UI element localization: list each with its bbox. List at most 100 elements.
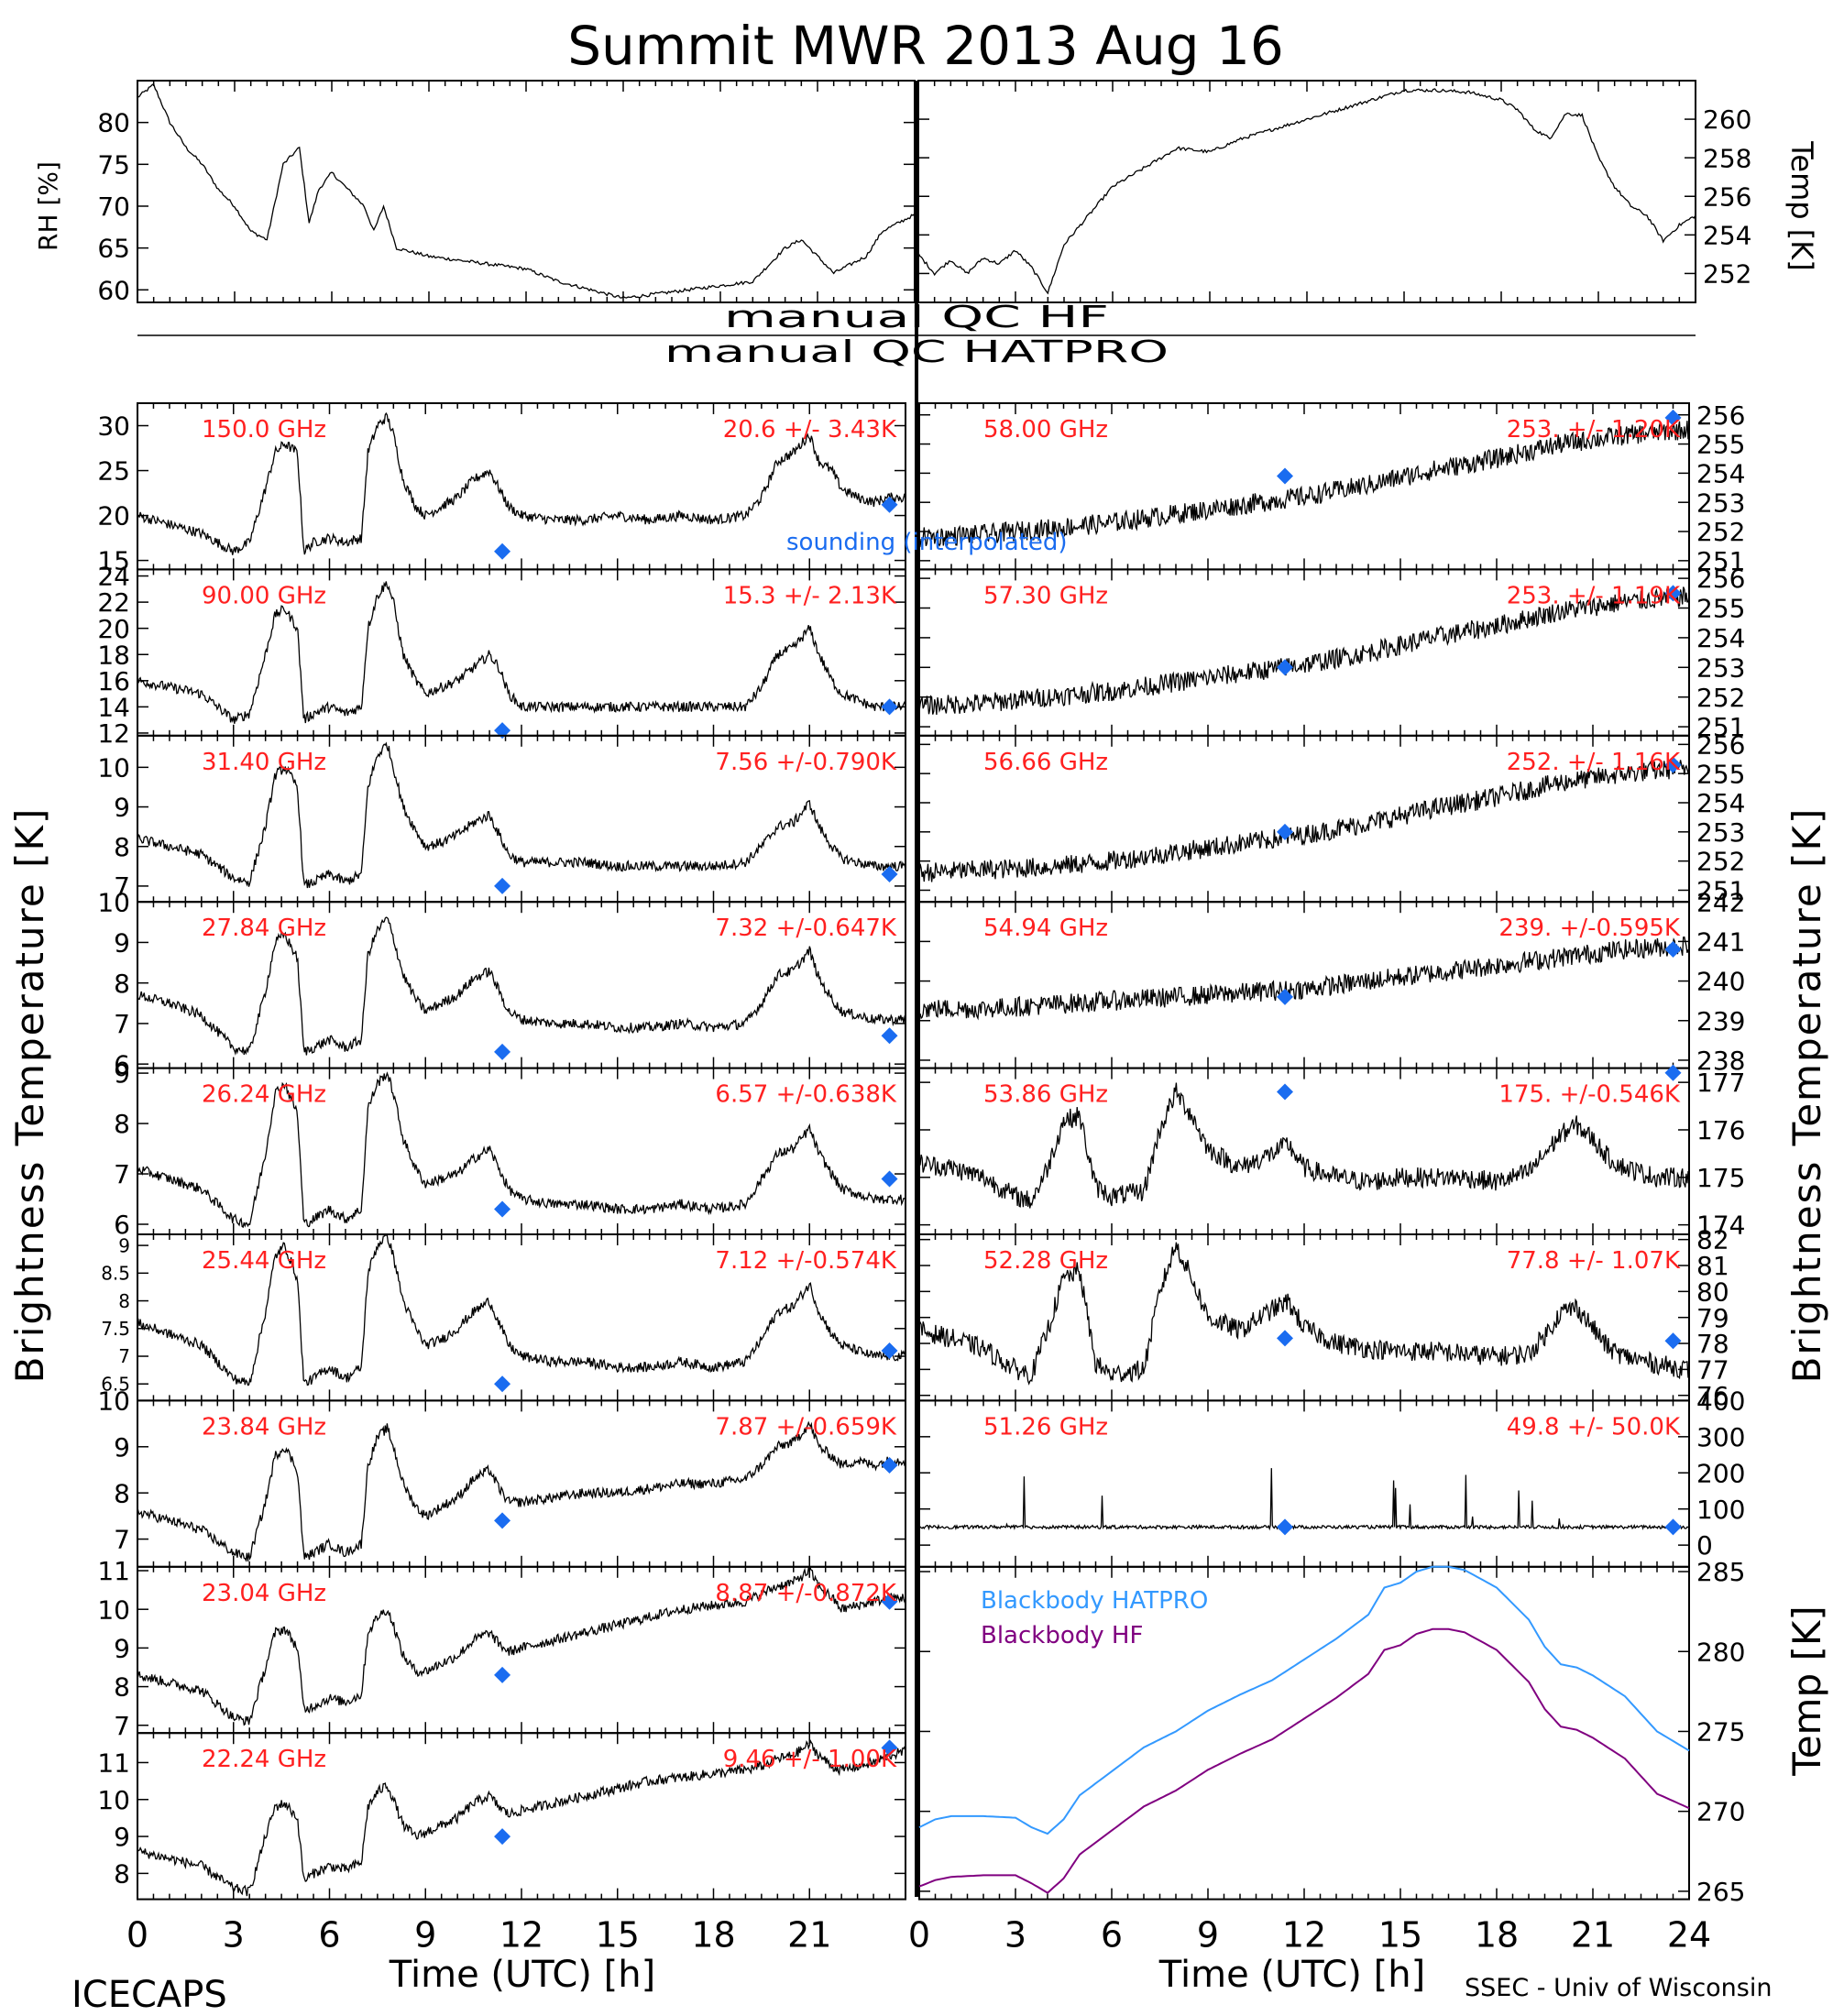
panel-51-26-ghz: 0 100 200 300 400 51.26 GHz 49.8 +/- 50.0K <box>918 1386 1745 1568</box>
y-tick-label: 10 <box>97 1785 130 1815</box>
y-tick-label: 15 <box>97 546 130 576</box>
channel-frequency-label: 51.26 GHz <box>983 1413 1108 1441</box>
y-tick-label: 260 <box>1703 104 1751 135</box>
channel-frequency-label: 54.94 GHz <box>983 915 1108 942</box>
y-tick-label: 6 <box>114 1049 130 1079</box>
y-tick-label: 251 <box>1696 546 1745 576</box>
y-tick-label: 100 <box>1696 1495 1745 1525</box>
series-line-0 <box>918 1565 1690 1835</box>
channel-stat-label: 7.56 +/-0.790K <box>715 749 897 776</box>
y-tick-label: 177 <box>1696 1068 1745 1098</box>
sounding-marker <box>494 542 511 560</box>
y-tick-label: 14 <box>97 692 130 722</box>
sounding-marker <box>1277 988 1293 1005</box>
y-tick-label: 6.5 <box>101 1373 130 1395</box>
y-tick-label: 24 <box>97 562 130 592</box>
sounding-marker <box>1277 1083 1293 1101</box>
channel-frequency-label: 58.00 GHz <box>983 416 1108 444</box>
y-tick-label: 8 <box>114 832 130 862</box>
channel-stat-label: 239. +/-0.595K <box>1498 915 1681 942</box>
y-tick-label: 30 <box>97 411 130 442</box>
rh-axis-label: RH [%] <box>33 161 63 251</box>
data-trace <box>137 1738 906 1897</box>
data-trace <box>918 936 1690 1021</box>
y-tick-label: 265 <box>1696 1877 1745 1907</box>
legend-blackbody-hatpro: Blackbody HATPRO <box>981 1587 1208 1615</box>
time-tick-label: 18 <box>1475 1915 1519 1956</box>
sounding-marker <box>494 1512 511 1529</box>
channel-stat-label: 15.3 +/- 2.13K <box>723 582 897 609</box>
channel-stat-label: 252. +/- 1.16K <box>1507 749 1681 776</box>
y-tick-label: 174 <box>1696 1211 1745 1241</box>
y-tick-label: 9 <box>114 1633 130 1663</box>
sounding-marker <box>881 865 898 882</box>
panel-rh: 60 65 70 75 80 <box>97 80 916 305</box>
channel-frequency-label: 56.66 GHz <box>983 749 1108 776</box>
y-tick-label: 241 <box>1696 926 1745 957</box>
data-trace <box>137 741 906 889</box>
panel-temp: 252 254 256 258 260 <box>917 80 1751 303</box>
y-tick-label: 78 <box>1696 1329 1729 1359</box>
channel-stat-label: 8.87 +/-0.872K <box>715 1580 897 1607</box>
sounding-marker <box>881 1170 898 1188</box>
y-tick-label: 254 <box>1696 788 1745 818</box>
y-tick-label: 200 <box>1696 1458 1745 1488</box>
y-tick-label: 65 <box>97 234 130 264</box>
y-tick-label: 10 <box>97 1594 130 1625</box>
series-line-1 <box>918 1627 1690 1894</box>
y-tick-label: 7 <box>118 1345 130 1367</box>
y-tick-label: 6 <box>114 1210 130 1240</box>
y-tick-label: 254 <box>1696 623 1745 653</box>
y-tick-label: 7 <box>114 1711 130 1741</box>
channel-frequency-label: 27.84 GHz <box>202 915 326 942</box>
y-tick-label: 240 <box>1696 967 1745 997</box>
data-trace <box>919 1468 1690 1531</box>
y-tick-label: 253 <box>1696 652 1745 683</box>
data-trace <box>918 760 1690 882</box>
sounding-marker <box>1277 823 1293 840</box>
time-axes: 0 3 6 9 12 15 18 21 0 3 6 9 12 15 18 21 24 <box>126 1915 1711 1956</box>
data-trace <box>918 1082 1690 1209</box>
channel-frequency-label: 23.04 GHz <box>202 1580 326 1607</box>
time-tick-label: 15 <box>596 1915 640 1956</box>
sounding-marker <box>494 877 511 894</box>
y-tick-label: 82 <box>1696 1225 1729 1255</box>
channel-stat-label: 77.8 +/- 1.07K <box>1507 1247 1681 1275</box>
channel-stat-label: 6.57 +/-0.638K <box>715 1081 897 1109</box>
channel-stat-label: 7.87 +/-0.659K <box>715 1413 897 1441</box>
y-tick-label: 256 <box>1696 729 1745 760</box>
data-trace <box>137 1234 906 1386</box>
time-tick-label: 21 <box>787 1915 831 1956</box>
blackbody-temp-label: Temp [K] <box>1784 1605 1829 1777</box>
y-tick-label: 270 <box>1696 1797 1745 1827</box>
y-tick-label: 242 <box>1696 887 1745 917</box>
channel-frequency-label: 26.24 GHz <box>202 1081 326 1109</box>
y-tick-label: 176 <box>1696 1115 1745 1145</box>
sounding-legend: sounding (interpolated) <box>786 529 1068 556</box>
channel-stat-label: 175. +/-0.546K <box>1498 1081 1681 1109</box>
sounding-marker <box>881 698 898 716</box>
y-tick-label: 251 <box>1696 712 1745 742</box>
y-tick-label: 256 <box>1703 181 1751 212</box>
sounding-marker <box>881 1342 898 1359</box>
sounding-marker <box>1664 756 1682 773</box>
right-brightness-label: Brightness Temperature [K] <box>1784 807 1829 1384</box>
channel-frequency-label: 53.86 GHz <box>983 1081 1108 1109</box>
panel-150-0-ghz: 15 20 25 30 150.0 GHz 20.6 +/- 3.43K <box>97 402 906 576</box>
y-tick-label: 18 <box>97 640 130 670</box>
y-tick-label: 254 <box>1703 220 1751 250</box>
y-tick-label: 239 <box>1696 1006 1745 1036</box>
y-tick-label: 70 <box>97 192 130 222</box>
y-tick-label: 10 <box>97 1386 130 1416</box>
data-trace <box>917 88 1696 295</box>
sounding-marker <box>1664 1064 1682 1081</box>
y-tick-label: 80 <box>97 108 130 138</box>
data-trace <box>137 1071 906 1229</box>
panel-26-24-ghz: 6 7 8 9 26.24 GHz 6.57 +/-0.638K <box>114 1058 906 1240</box>
sounding-marker <box>494 1666 511 1683</box>
y-tick-label: 8 <box>114 969 130 999</box>
panel-53-86-ghz: 174 175 176 177 53.86 GHz 175. +/-0.546K <box>918 1064 1745 1241</box>
